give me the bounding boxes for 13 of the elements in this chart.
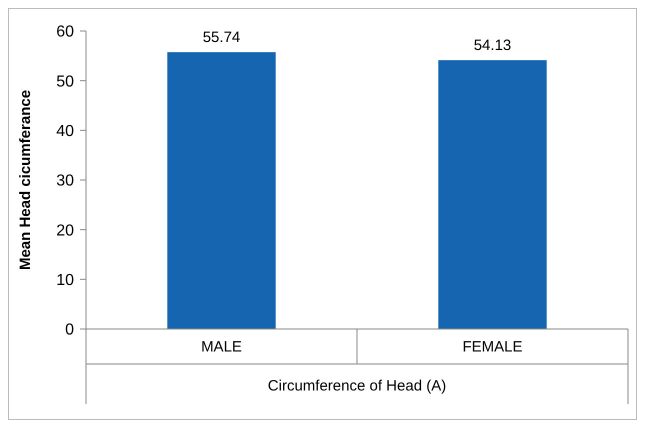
- data-label: 54.13: [474, 37, 512, 54]
- data-label: 55.74: [202, 29, 240, 46]
- y-tick-label: 60: [56, 24, 74, 41]
- y-tick-label: 10: [56, 272, 74, 289]
- y-axis-title: Mean Head cicumferance: [17, 90, 34, 270]
- x-axis-title: Circumference of Head (A): [268, 377, 446, 394]
- y-tick-label: 50: [56, 73, 74, 90]
- y-tick-label: 30: [56, 172, 74, 190]
- y-tick-label: 0: [65, 322, 74, 339]
- x-tick-label: MALE: [201, 338, 242, 356]
- y-tick-label: 40: [56, 122, 74, 140]
- x-tick-label: FEMALE: [462, 338, 523, 356]
- y-tick-label: 20: [56, 222, 74, 240]
